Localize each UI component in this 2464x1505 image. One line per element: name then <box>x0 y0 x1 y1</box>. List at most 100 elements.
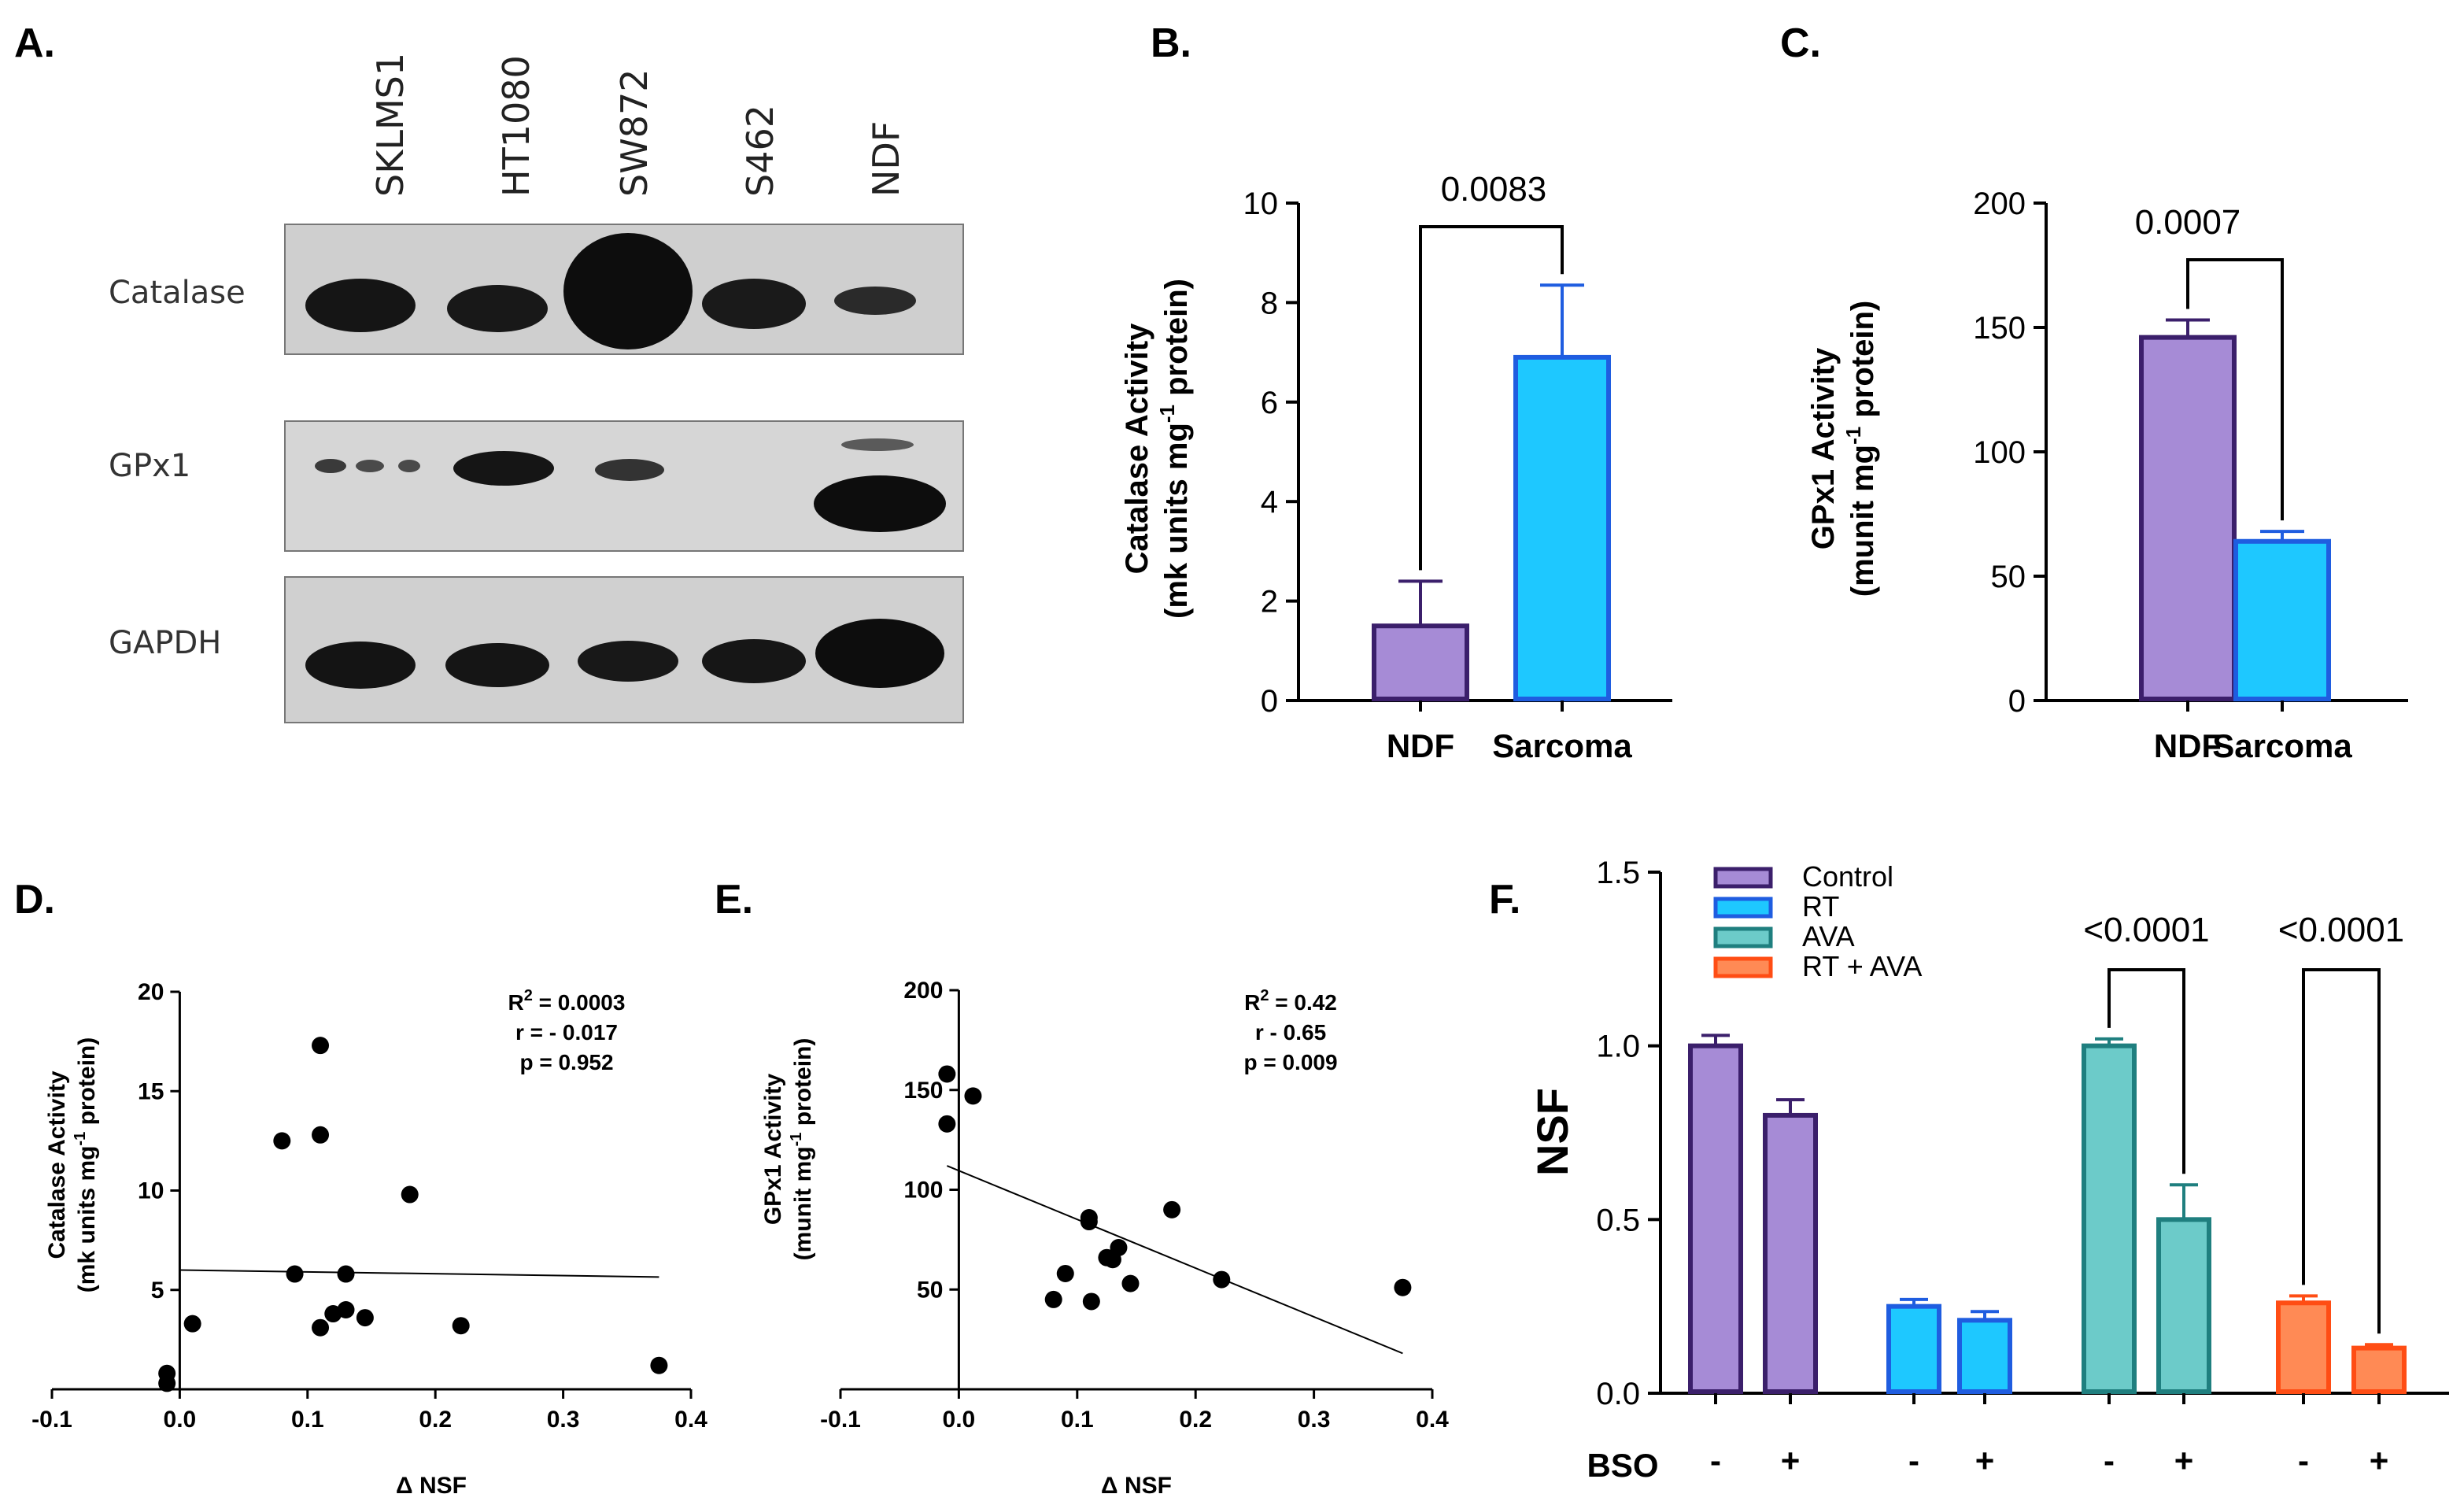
chart-f-bar <box>2156 1217 2211 1395</box>
chart-c-comparison-bracket <box>2186 258 2284 521</box>
chart-f-legend-label: RT + AVA <box>1802 950 1922 982</box>
lane-label-ht1080: HT1080 <box>495 55 537 197</box>
chart-f-bar <box>1688 1043 1743 1394</box>
band-gapdh-ndf <box>815 619 944 688</box>
chart-f-bso-label: BSO <box>1587 1447 1658 1484</box>
band-gpx1-sklms1-a <box>315 459 346 473</box>
chart-f-bar <box>1763 1112 1818 1395</box>
band-gpx1-ndf <box>814 475 946 532</box>
band-gpx1-sw872 <box>595 459 664 481</box>
band-gapdh-ht1080 <box>445 643 549 687</box>
chart-e-ylabel-line2: (munit mg-1 protein) <box>788 1038 816 1261</box>
chart-f-ylabel: NSF <box>1528 1088 1577 1176</box>
chart-e-xtick-label: 0.3 <box>1298 1407 1331 1433</box>
blot-row-label-gpx1: GPx1 <box>109 448 190 484</box>
chart-d-ylabel-line1: Catalase Activity <box>44 1071 70 1259</box>
chart-e-xlabel: Δ NSF <box>1101 1473 1172 1499</box>
chart-f-bso-sign: + <box>1781 1442 1801 1479</box>
chart-f-bar <box>2276 1300 2331 1394</box>
chart-d-point <box>401 1185 419 1204</box>
chart-d-point <box>158 1374 176 1392</box>
chart-b-xtick-label: Sarcoma <box>1492 727 1632 764</box>
chart-e-xtick-label: 0.2 <box>1179 1407 1212 1433</box>
band-catalase-s462 <box>702 279 806 329</box>
panel-label-a: A. <box>14 20 55 66</box>
chart-c-xtick-label: NDF <box>2154 727 2222 764</box>
chart-b-ytick-label: 8 <box>1261 286 1278 320</box>
chart-e-ytick-label: 50 <box>917 1277 943 1303</box>
chart-c: GPx1 Activity (munit mg-1 protein) 0.000… <box>1806 187 2408 764</box>
chart-f-bso-sign: + <box>2370 1442 2389 1479</box>
band-gapdh-sklms1 <box>305 642 416 689</box>
band-catalase-sklms1 <box>305 279 416 332</box>
chart-e-xtick-label: -0.1 <box>820 1407 861 1433</box>
chart-e-point <box>1110 1239 1128 1257</box>
chart-d-point <box>183 1315 201 1333</box>
chart-c-ytick-label: 150 <box>1973 311 2026 346</box>
chart-f-legend-label: Control <box>1802 860 1893 893</box>
panel-label-e: E. <box>715 877 753 923</box>
chart-e-ylabel-line1: GPx1 Activity <box>760 1074 786 1226</box>
chart-d-xtick-label: 0.2 <box>419 1407 452 1433</box>
chart-b-bar-sarcoma <box>1513 354 1611 701</box>
chart-f-comparison-bracket <box>2302 968 2381 1334</box>
chart-d-xtick-label: -0.1 <box>31 1407 72 1433</box>
chart-f-comparison-bracket <box>2108 968 2185 1174</box>
chart-b-xtick-label: NDF <box>1387 727 1454 764</box>
chart-f-bar <box>2082 1043 2137 1394</box>
chart-e-point <box>1213 1270 1231 1289</box>
chart-b-ytick-label: 10 <box>1243 187 1279 221</box>
chart-e-r: r - 0.65 <box>1255 1020 1326 1045</box>
band-catalase-sw872 <box>563 233 693 349</box>
chart-d-xtick-label: 0.3 <box>547 1407 580 1433</box>
chart-b-ytick-label: 6 <box>1261 386 1278 420</box>
chart-e-point <box>1056 1264 1074 1282</box>
chart-d-ytick-label: 10 <box>138 1178 164 1204</box>
chart-b: Catalase Activity (mk units mg-1 protein… <box>1120 170 1672 764</box>
chart-b-pvalue: 0.0083 <box>1441 170 1547 209</box>
chart-f-bso-sign: + <box>2174 1442 2194 1479</box>
band-gpx1-ht1080 <box>453 451 554 486</box>
panel-label-f: F. <box>1489 877 1520 923</box>
chart-d-point <box>273 1132 291 1150</box>
band-gpx1-ndf-upper <box>841 438 914 451</box>
chart-e-point <box>964 1087 982 1105</box>
lane-label-sklms1: SKLMS1 <box>369 53 412 197</box>
chart-f-ytick-label: 1.0 <box>1596 1030 1640 1064</box>
lane-label-ndf: NDF <box>865 121 907 197</box>
chart-c-pvalue: 0.0007 <box>2135 203 2241 242</box>
chart-d-point <box>337 1301 355 1318</box>
chart-d-ylabel-line2: (mk units mg-1 protein) <box>72 1037 100 1292</box>
chart-f-ytick-label: 0.0 <box>1596 1377 1640 1411</box>
chart-d-p: p = 0.952 <box>519 1050 613 1074</box>
chart-e-point <box>1121 1274 1140 1292</box>
chart-d-ytick-label: 15 <box>138 1078 164 1104</box>
chart-e-ytick-label: 100 <box>903 1178 943 1204</box>
chart-f-legend-label: RT <box>1802 890 1839 923</box>
chart-d-xtick-label: 0.1 <box>291 1407 324 1433</box>
chart-d-r2: R2 = 0.0003 <box>508 987 626 1015</box>
chart-d-ytick-label: 5 <box>151 1278 164 1303</box>
chart-f-bso-sign: - <box>2298 1442 2309 1479</box>
band-gpx1-sklms1-b <box>356 460 384 472</box>
blot-row-label-gapdh: GAPDH <box>109 625 221 661</box>
chart-d-point <box>312 1126 330 1144</box>
chart-d-point <box>312 1037 330 1055</box>
chart-f: NSF BSO 0.0 0.5 1.0 1.5 - + - + - + - + <0.0001 <0.00… <box>1528 856 2449 1484</box>
chart-d-point <box>452 1317 470 1335</box>
chart-e-point <box>938 1065 956 1083</box>
chart-d: Catalase Activity (mk units mg-1 protein… <box>31 979 707 1499</box>
chart-f-pvalue: <0.0001 <box>2278 911 2404 949</box>
chart-d-xtick-label: 0.0 <box>164 1407 197 1433</box>
chart-b-ylabel-line1: Catalase Activity <box>1120 323 1154 574</box>
chart-b-ytick-label: 2 <box>1261 585 1278 619</box>
chart-c-ytick-label: 200 <box>1973 187 2026 221</box>
chart-c-bar-sarcoma <box>2233 538 2331 702</box>
chart-f-bso-sign: - <box>1908 1442 1919 1479</box>
chart-d-xtick-label: 0.4 <box>674 1407 707 1433</box>
chart-f-legend-label: AVA <box>1802 920 1855 952</box>
lane-label-sw872: SW872 <box>613 69 656 197</box>
chart-f-legend-swatch <box>1713 926 1773 948</box>
chart-d-point <box>356 1309 374 1327</box>
